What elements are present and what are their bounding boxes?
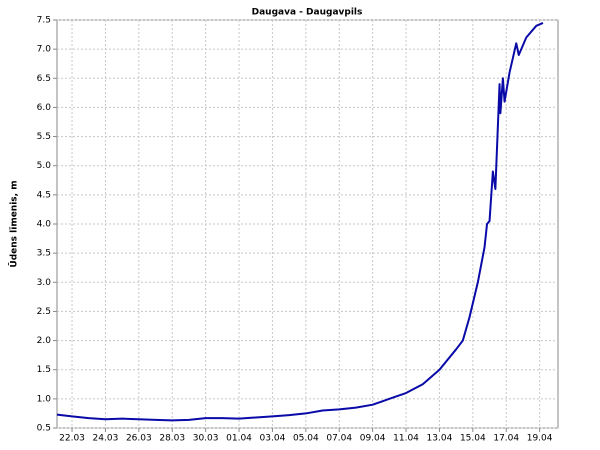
x-tick-label: 26.03	[126, 434, 152, 444]
x-tick-label: 30.03	[193, 434, 219, 444]
y-tick-label: 6.5	[37, 74, 51, 84]
y-tick-label: 0.5	[37, 424, 51, 434]
data-line	[56, 21, 544, 422]
y-tick-label: 2.5	[37, 307, 51, 317]
y-tick-label: 1.0	[37, 394, 52, 404]
y-tick-label: 7.5	[37, 16, 51, 26]
y-tick-label: 5.5	[37, 132, 51, 142]
y-tick-label: 4.5	[37, 190, 51, 200]
y-tick-label: 2.0	[37, 336, 52, 346]
y-tick-label: 3.5	[37, 249, 51, 259]
x-tick-label: 17.04	[493, 434, 519, 444]
y-tick-label: 5.0	[37, 161, 52, 171]
x-tick-label: 07.04	[326, 434, 352, 444]
y-tick-label: 7.0	[37, 45, 52, 55]
x-tick-label: 13.04	[427, 434, 453, 444]
x-tick-label: 03.04	[260, 434, 286, 444]
y-tick-label: 6.0	[37, 103, 52, 113]
x-tick-label: 19.04	[527, 434, 553, 444]
x-tick-label: 28.03	[159, 434, 185, 444]
y-axis-label: Ūdens līmenis, m	[9, 180, 20, 267]
x-tick-label: 22.03	[59, 434, 85, 444]
y-tick-label: 1.5	[37, 365, 51, 375]
x-tick-label: 09.04	[360, 434, 386, 444]
x-tick-label: 05.04	[293, 434, 319, 444]
x-tick-label: 11.04	[393, 434, 419, 444]
y-tick-label: 3.0	[37, 278, 52, 288]
y-tick-label: 4.0	[37, 220, 52, 230]
x-tick-label: 24.03	[93, 434, 119, 444]
x-tick-label: 15.04	[460, 434, 486, 444]
chart-title: Daugava - Daugavpils	[252, 8, 363, 18]
x-tick-label: 01.04	[226, 434, 252, 444]
